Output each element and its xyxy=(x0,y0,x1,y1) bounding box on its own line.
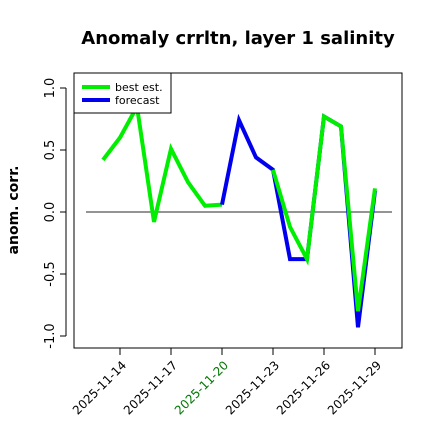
chart-title: Anomaly crrltn, layer 1 salinity xyxy=(81,28,395,49)
x-tick-label: 2025-11-26 xyxy=(274,358,333,417)
y-tick-label: -0.5 xyxy=(43,261,58,286)
legend-label-forecast: forecast xyxy=(115,94,160,107)
x-tick-label: 2025-11-29 xyxy=(325,358,384,417)
y-tick-label: 0.5 xyxy=(43,140,58,161)
series-layer xyxy=(101,100,377,328)
y-tick-label: 0.0 xyxy=(43,202,58,223)
y-tick-label: -1.0 xyxy=(43,323,58,348)
series-line-best-est xyxy=(101,100,223,223)
legend-box xyxy=(73,72,172,114)
y-axis: -1.0 -0.5 0.0 0.5 1.0 xyxy=(43,78,67,349)
plot-frame xyxy=(73,72,403,349)
x-tick-label: 2025-11-23 xyxy=(223,358,282,417)
x-tick-label: 2025-11-14 xyxy=(70,358,129,417)
legend-label-best-est: best est. xyxy=(115,81,163,94)
legend: best est. forecast xyxy=(73,72,172,114)
x-tick-label: 2025-11-20 xyxy=(172,358,231,417)
y-axis-label: anom. corr. xyxy=(6,166,22,255)
y-tick-label: 1.0 xyxy=(43,78,58,99)
series-line-forecast xyxy=(220,113,377,328)
x-axis: 2025-11-142025-11-172025-11-202025-11-23… xyxy=(70,347,384,417)
series-line-overlay-2 xyxy=(271,113,377,312)
x-tick-label: 2025-11-17 xyxy=(121,358,180,417)
